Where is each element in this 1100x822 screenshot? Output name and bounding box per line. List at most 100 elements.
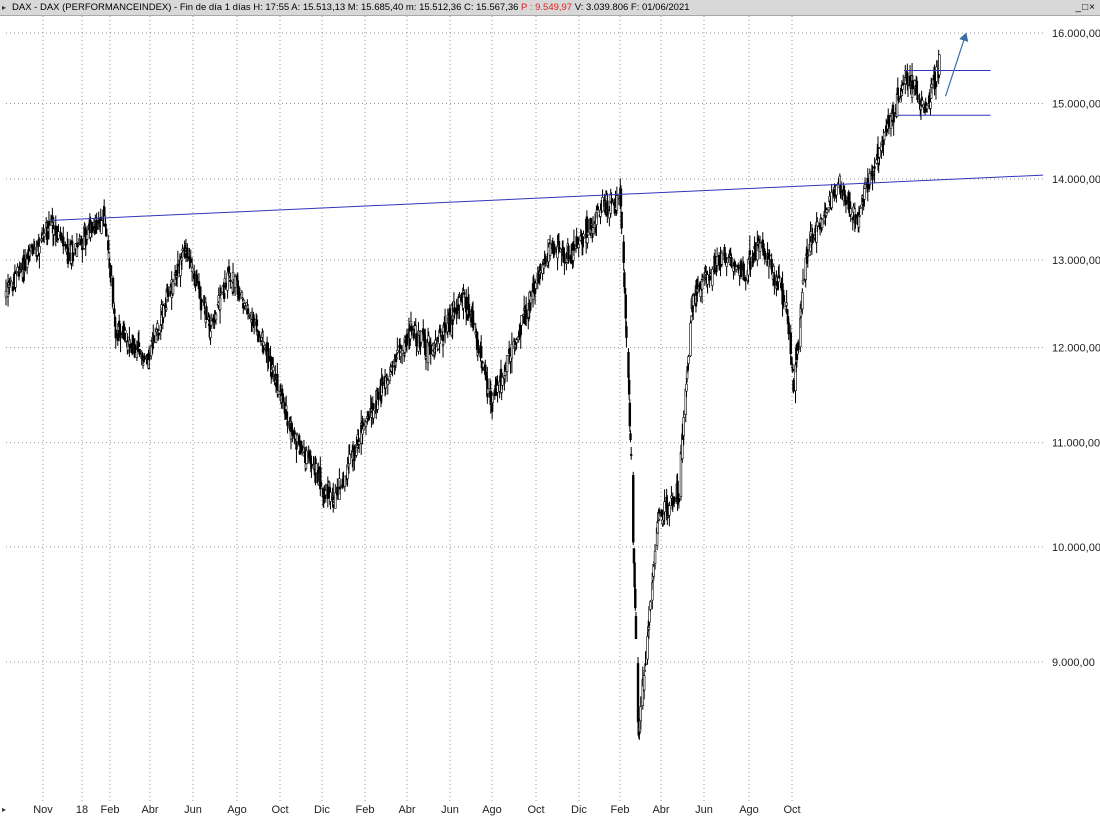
candle-body — [505, 355, 509, 372]
candle-body — [670, 495, 673, 499]
candle-body — [486, 388, 490, 394]
candle-body — [653, 550, 657, 565]
candle-body — [687, 356, 690, 364]
annotations[interactable] — [51, 32, 1044, 221]
candle-body — [434, 339, 437, 345]
candle-body — [791, 368, 794, 372]
x-tick-label: 18 — [76, 804, 88, 816]
candle-body — [892, 112, 895, 123]
candle-body — [938, 54, 941, 76]
candle-body — [205, 306, 208, 320]
candle-body — [238, 293, 242, 296]
candle-body — [576, 236, 579, 243]
trendline[interactable] — [51, 174, 1044, 221]
candle-body — [756, 242, 759, 261]
candle-body — [825, 209, 829, 213]
candle-body — [395, 357, 398, 360]
candle-body — [572, 244, 576, 251]
candle-body — [701, 277, 704, 280]
x-tick-label: Ago — [227, 804, 247, 816]
candle-body — [214, 313, 218, 321]
candle-body — [357, 441, 361, 445]
candle-body — [628, 402, 632, 427]
candle-body — [257, 331, 261, 338]
candle-body — [915, 80, 919, 83]
candle-body — [789, 332, 792, 355]
x-tick-label: Abr — [652, 804, 669, 816]
candle-body — [388, 375, 392, 381]
candle-body — [281, 393, 285, 403]
x-tick-label: Oct — [783, 804, 800, 816]
candle-body — [804, 257, 807, 280]
candle-body — [471, 310, 475, 328]
candle-body — [835, 185, 838, 196]
candle-body — [591, 227, 595, 234]
candle-body — [643, 670, 647, 672]
candle-body — [625, 326, 628, 338]
candle-body — [47, 221, 51, 226]
chart-header-text: DAX - DAX (PERFORMANCEINDEX) - Fin de dí… — [12, 0, 690, 15]
candle-body — [227, 266, 231, 270]
y-tick-label: 9.000,00 — [1052, 657, 1095, 669]
candle-body — [830, 192, 833, 209]
up-arrow[interactable] — [944, 32, 969, 97]
candle-body — [137, 342, 141, 348]
candle-body — [66, 247, 70, 264]
candle-body — [794, 364, 797, 391]
candle-body — [242, 299, 246, 304]
scroll-left-icon[interactable]: ▸ — [2, 805, 7, 814]
grid — [6, 16, 1043, 801]
candle-body — [167, 291, 170, 297]
candle-body — [916, 94, 919, 101]
candle-body — [577, 244, 580, 249]
candle-body — [619, 188, 623, 207]
candle-body — [854, 214, 857, 225]
candle-body — [696, 285, 700, 287]
candle-body — [799, 317, 802, 348]
candle-body — [689, 315, 693, 322]
candle-body — [706, 274, 709, 285]
candle-body — [85, 234, 89, 240]
candle-body — [660, 509, 664, 517]
candle-body — [587, 232, 590, 236]
candle-body — [649, 601, 652, 610]
candle-body — [19, 269, 22, 272]
candle-body — [711, 268, 714, 286]
candle-body — [629, 433, 632, 440]
candle-body — [658, 511, 662, 514]
candle-body — [766, 253, 769, 255]
price-chart[interactable]: 16.000,00 15.000,00 14.000,00 13.000,00 12.0… — [0, 16, 1100, 801]
candle-body — [391, 364, 394, 368]
candle-body — [420, 330, 423, 343]
candle-body — [396, 350, 399, 353]
candle-body — [109, 265, 113, 276]
candle-body — [23, 259, 27, 271]
candle-body — [353, 445, 356, 461]
candle-body — [792, 380, 795, 392]
window-controls[interactable]: _□× — [1075, 2, 1096, 13]
candle-body — [656, 522, 659, 534]
candle-body — [634, 616, 638, 640]
x-tick-label: Ago — [482, 804, 502, 816]
candle-body — [181, 248, 184, 251]
candle-body — [133, 344, 137, 353]
candle-body — [742, 263, 745, 281]
candle-body — [644, 663, 647, 666]
candle-body — [176, 264, 180, 267]
candle-body — [113, 308, 116, 314]
candle-body — [386, 379, 390, 386]
candle-body — [448, 308, 452, 333]
candle-body — [596, 206, 599, 211]
candle-body — [462, 292, 466, 295]
candle-body — [768, 254, 771, 257]
candle-body — [647, 626, 651, 630]
x-tick-label: Jun — [695, 804, 713, 816]
candle-body — [601, 197, 604, 212]
candle-body — [627, 351, 630, 378]
candle-body — [252, 318, 256, 321]
candle-body — [501, 377, 504, 386]
y-axis: 16.000,00 15.000,00 14.000,00 13.000,00 12.0… — [1052, 28, 1100, 669]
candle-body — [400, 350, 404, 354]
collapse-toggle-icon[interactable]: ▸ — [2, 3, 7, 12]
candle-body — [503, 371, 507, 376]
